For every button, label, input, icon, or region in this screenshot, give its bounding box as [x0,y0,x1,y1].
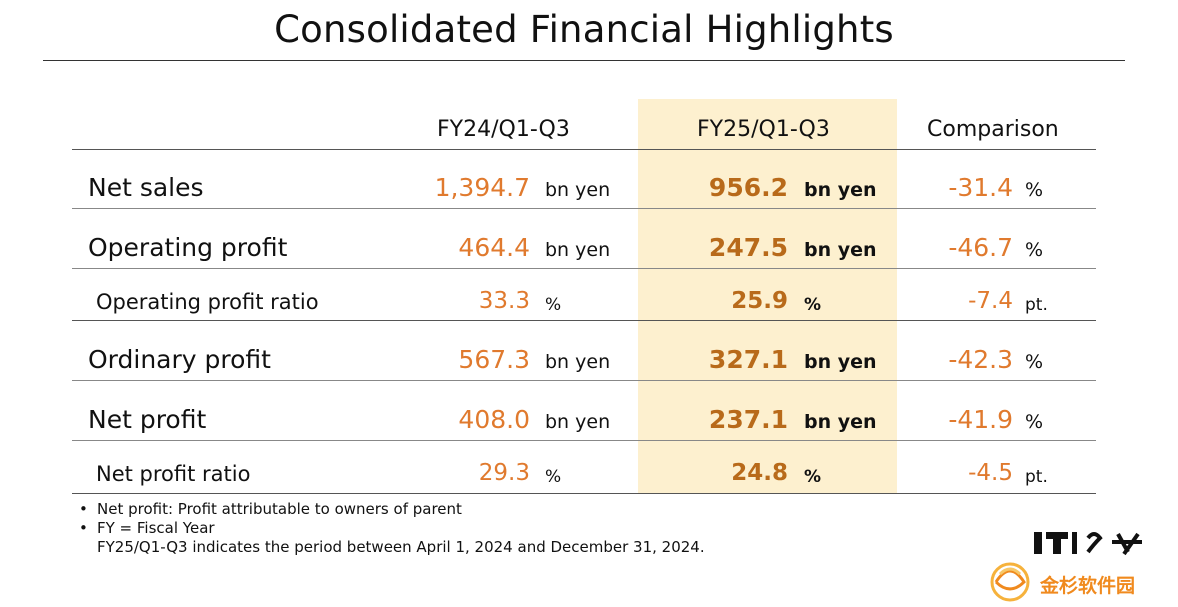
fy25-unit: bn yen [804,179,877,201]
footnotes: • Net profit: Profit attributable to own… [79,500,705,557]
comparison-unit: % [1025,351,1044,373]
row-divider [72,380,1096,381]
comparison-value: -46.7 [948,233,1013,262]
fy24-unit: % [545,467,562,487]
row-label: Net profit ratio [96,462,251,486]
current-period-highlight [638,99,897,493]
row-divider [72,440,1096,441]
header-divider [72,149,1096,150]
row-label: Net profit [88,405,207,434]
fy24-value: 1,394.7 [434,173,530,202]
row-label: Operating profit [88,233,288,262]
bullet: • [79,500,88,518]
footnote-text: Net profit: Profit attributable to owner… [97,500,462,518]
comparison-unit: % [1025,411,1044,433]
fy24-value: 33.3 [478,288,530,314]
fy24-unit: bn yen [545,351,611,373]
fy24-value: 464.4 [458,233,530,262]
footnote-text: FY25/Q1-Q3 indicates the period between … [97,538,705,556]
fy25-unit: % [804,295,822,315]
fy25-value: 327.1 [708,345,788,374]
fy24-unit: bn yen [545,179,611,201]
fy24-unit: % [545,295,562,315]
page-title: Consolidated Financial Highlights [274,8,894,51]
column-header-fy24: FY24/Q1-Q3 [437,117,570,142]
row-label: Net sales [88,173,204,202]
comparison-unit: % [1025,239,1044,261]
table-bottom-divider [72,493,1096,494]
comparison-value: -4.5 [968,460,1013,486]
comparison-value: -31.4 [948,173,1013,202]
comparison-value: -42.3 [948,345,1013,374]
comparison-value: -41.9 [948,405,1013,434]
fy24-unit: bn yen [545,411,611,433]
title-divider [43,60,1125,61]
row-divider [72,268,1096,269]
footnote-continuation: FY25/Q1-Q3 indicates the period between … [79,538,705,557]
comparison-unit: pt. [1025,295,1048,315]
fy25-value: 956.2 [708,173,788,202]
fy25-unit: bn yen [804,239,877,261]
fy25-unit: bn yen [804,351,877,373]
comparison-unit: % [1025,179,1044,201]
jinshan-swirl-icon [990,562,1030,602]
fy25-value: 24.8 [731,460,788,486]
fy25-value: 247.5 [708,233,788,262]
fy25-unit: bn yen [804,411,877,433]
comparison-value: -7.4 [968,288,1013,314]
fy24-value: 567.3 [458,345,530,374]
bullet: • [79,519,88,537]
row-divider [72,320,1096,321]
row-label: Ordinary profit [88,345,271,374]
footnote: • Net profit: Profit attributable to own… [79,500,705,519]
ithome-logo-icon [1034,532,1142,556]
watermark-logo: 金杉软件园 [990,532,1142,602]
fy24-unit: bn yen [545,239,611,261]
fy24-value: 408.0 [458,405,530,434]
column-header-comparison: Comparison [927,117,1059,142]
row-label: Operating profit ratio [96,290,319,314]
footnote-text: FY = Fiscal Year [97,519,215,537]
row-divider [72,208,1096,209]
fy24-value: 29.3 [478,460,530,486]
fy25-value: 237.1 [708,405,788,434]
comparison-unit: pt. [1025,467,1048,487]
footnote: • FY = Fiscal Year [79,519,705,538]
fy25-value: 25.9 [731,288,788,314]
column-header-fy25: FY25/Q1-Q3 [697,117,830,142]
watermark-text: 金杉软件园 [1039,574,1135,597]
fy25-unit: % [804,467,822,487]
